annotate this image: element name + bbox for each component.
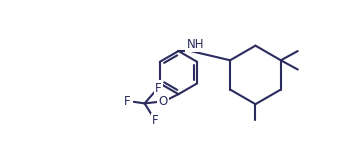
Text: O: O (158, 95, 168, 108)
Text: F: F (152, 114, 159, 127)
Text: F: F (124, 95, 131, 108)
Text: NH: NH (187, 38, 204, 51)
Text: F: F (155, 82, 162, 95)
